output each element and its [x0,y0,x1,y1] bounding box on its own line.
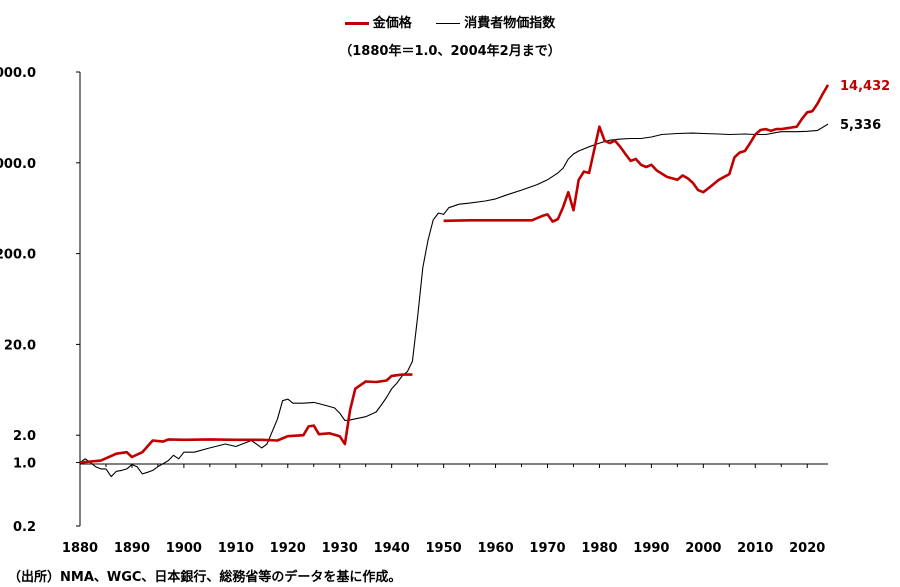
x-tick-label: 1880 [62,541,98,556]
x-tick-label: 2000 [685,541,721,556]
legend-item-gold: 金価格 [344,12,412,31]
y-tick-label: 0.2 [13,520,36,535]
legend-item-cpi: 消費者物価指数 [436,12,555,31]
legend-swatch-gold [344,22,369,25]
x-tick-label: 1930 [322,541,358,556]
y-tick-label: 20.0 [4,338,36,353]
x-tick-label: 2010 [737,541,773,556]
x-tick-label: 1990 [633,541,669,556]
x-tick-label: 1920 [270,541,306,556]
chart-subtitle: （1880年＝1.0、2004年2月まで） [339,44,561,59]
series-line-gold-seg0 [79,373,413,464]
legend-swatch-cpi [436,23,461,24]
x-tick-label: 1940 [374,541,410,556]
y-tick-label: 200.0 [0,248,36,263]
legend: 金価格 消費者物価指数 [0,12,900,31]
x-tick-label: 2020 [789,541,825,556]
end-label-cpi: 5,336 [840,118,881,133]
series-line-cpi-seg0 [79,123,829,478]
end-label-gold: 14,432 [840,79,890,94]
series-line-gold-seg1 [443,84,830,223]
y-tick-label: 20,000.0 [0,66,36,81]
legend-label-gold: 金価格 [372,16,412,31]
x-tick-label: 1900 [166,541,202,556]
y-tick-label: 2,000.0 [0,157,36,172]
source-note: （出所）NMA、WGC、日本銀行、総務省等のデータを基に作成。 [8,570,402,585]
x-tick-label: 1910 [218,541,254,556]
x-tick-label: 1950 [426,541,462,556]
legend-label-cpi: 消費者物価指数 [464,16,556,31]
y-tick-label: 1.0 [13,457,36,472]
x-tick-label: 1960 [477,541,513,556]
x-tick-label: 1970 [529,541,565,556]
x-tick-label: 1890 [114,541,150,556]
x-tick-label: 1980 [581,541,617,556]
y-tick-label: 2.0 [13,429,36,444]
